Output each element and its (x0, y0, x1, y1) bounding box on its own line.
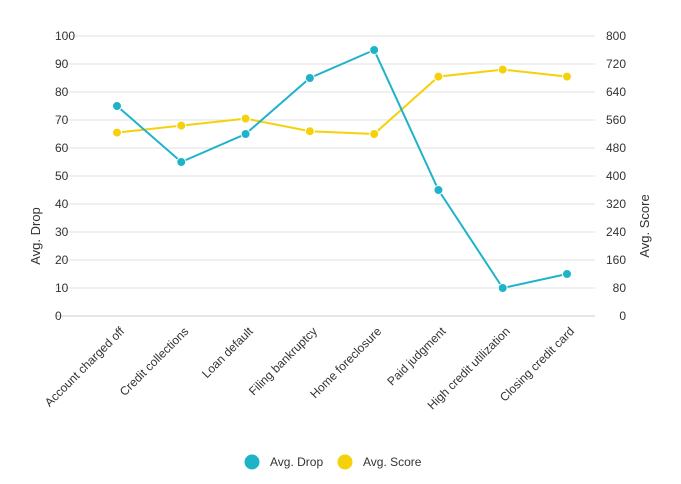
y-right-tick-label: 80 (613, 281, 627, 295)
data-point-avg-drop[interactable] (497, 283, 508, 293)
legend-marker-avg-score (337, 454, 353, 470)
y-left-tick-label: 0 (55, 309, 62, 323)
data-point-avg-drop[interactable] (176, 157, 187, 167)
data-point-avg-score[interactable] (369, 129, 380, 139)
data-point-avg-score[interactable] (240, 113, 251, 124)
data-point-avg-drop[interactable] (369, 45, 380, 55)
data-point-avg-drop[interactable] (304, 73, 315, 83)
y-right-tick-label: 240 (606, 225, 626, 239)
y-left-tick-label: 80 (55, 85, 69, 99)
series-lines (112, 45, 572, 293)
y-left-tick-label: 50 (55, 169, 69, 183)
legend-label-avg-drop: Avg. Drop (270, 455, 323, 469)
y-left-tick-label: 20 (55, 253, 69, 267)
y-left-tick-label: 100 (55, 29, 75, 43)
y-left-tick-label: 30 (55, 225, 69, 239)
legend: Avg. Drop Avg. Score (244, 454, 422, 470)
x-tick-label: Paid judgment (384, 324, 449, 389)
series-line-avg-drop (116, 48, 568, 290)
y-right-tick-label: 0 (619, 309, 626, 323)
data-point-avg-score[interactable] (497, 64, 508, 75)
data-point-avg-drop[interactable] (240, 129, 251, 139)
y-left-tick-label: 60 (55, 141, 69, 155)
y-right-tick-label: 400 (606, 169, 626, 183)
left-axis-ticks: 0 10 20 30 40 50 60 70 80 90 100 (55, 29, 75, 323)
y-right-tick-label: 560 (606, 113, 626, 127)
y-axis-right-title: Avg. Score (637, 194, 652, 257)
data-point-avg-drop[interactable] (562, 269, 572, 279)
data-point-avg-score[interactable] (112, 127, 122, 138)
data-point-avg-score[interactable] (562, 71, 572, 82)
y-right-tick-label: 720 (606, 57, 626, 71)
y-right-tick-label: 800 (606, 29, 626, 43)
gridlines (55, 35, 595, 317)
y-right-tick-label: 480 (606, 141, 626, 155)
data-point-avg-drop[interactable] (112, 101, 122, 111)
series-line-avg-score (116, 68, 568, 136)
y-left-tick-label: 40 (55, 197, 69, 211)
legend-label-avg-score: Avg. Score (363, 455, 422, 469)
x-tick-label: Home foreclosure (307, 324, 384, 401)
right-axis-ticks: 0 80 160 240 320 400 480 560 640 720 800 (606, 29, 626, 323)
x-tick-label: Credit collections (117, 324, 192, 399)
y-left-tick-label: 90 (55, 57, 69, 71)
data-point-avg-score[interactable] (433, 71, 444, 82)
y-axis-left-title: Avg. Drop (28, 207, 43, 265)
y-left-tick-label: 10 (55, 281, 69, 295)
y-right-tick-label: 160 (606, 253, 626, 267)
x-tick-label: Filing bankruptcy (246, 324, 320, 398)
legend-marker-avg-drop (244, 454, 260, 470)
data-point-avg-drop[interactable] (433, 185, 444, 195)
y-right-tick-label: 640 (606, 85, 626, 99)
data-point-avg-score[interactable] (176, 120, 187, 131)
y-left-tick-label: 70 (55, 113, 69, 127)
x-tick-label: Account charged off (42, 324, 128, 410)
y-right-tick-label: 320 (606, 197, 626, 211)
data-point-avg-score[interactable] (304, 126, 315, 137)
x-tick-label: Loan default (199, 324, 256, 381)
